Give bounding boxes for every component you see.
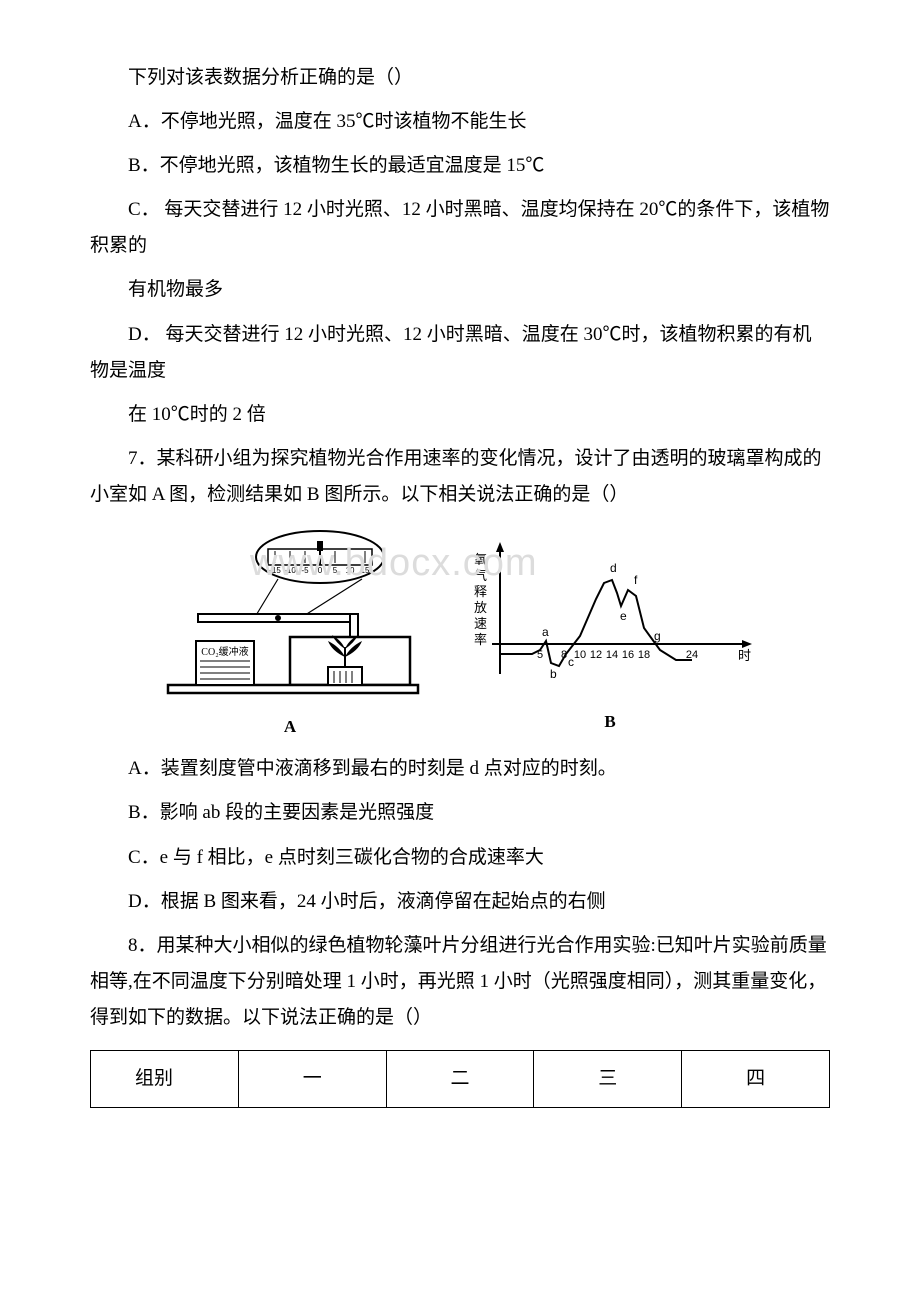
svg-text:a: a (542, 625, 549, 639)
svg-text:放: 放 (474, 600, 487, 615)
row-label-cell: 组别 (91, 1050, 239, 1107)
table-cell: 二 (386, 1050, 534, 1107)
table-cell: 四 (682, 1050, 830, 1107)
figure-b-label: B (460, 706, 760, 738)
svg-text:0: 0 (318, 566, 323, 575)
oxygen-release-chart-icon: 氧 气 释 放 速 率 5 8 (460, 534, 760, 704)
question-7: 7．某科研小组为探究植物光合作用速率的变化情况，设计了由透明的玻璃罩构成的小室如… (90, 441, 830, 513)
question-8: 8．用某种大小相似的绿色植物轮藻叶片分组进行光合作用实验:已知叶片实验前质量相等… (90, 928, 830, 1036)
svg-text:氧: 氧 (474, 552, 487, 567)
svg-text:释: 释 (474, 584, 487, 599)
data-table: 组别 一 二 三 四 (90, 1050, 830, 1108)
opt-c-line1: C． 每天交替进行 12 小时光照、12 小时黑暗、温度均保持在 20℃的条件下… (90, 192, 830, 264)
svg-text:-15: -15 (269, 566, 281, 575)
svg-text:-5: -5 (301, 566, 309, 575)
svg-text:10: 10 (346, 566, 355, 575)
table-cell: 三 (534, 1050, 682, 1107)
svg-text:5: 5 (333, 566, 338, 575)
q7-opt-a: A．装置刻度管中液滴移到最右的时刻是 d 点对应的时刻。 (90, 751, 830, 787)
svg-text:f: f (634, 573, 638, 587)
q7-opt-d: D．根据 B 图来看，24 小时后，液滴停留在起始点的右侧 (90, 884, 830, 920)
svg-text:16: 16 (622, 649, 634, 661)
svg-text:气: 气 (474, 568, 487, 583)
opt-b: B．不停地光照，该植物生长的最适宜温度是 15℃ (90, 148, 830, 184)
svg-text:e: e (620, 609, 627, 623)
opt-c-line2: 有机物最多 (90, 272, 830, 308)
svg-text:-10: -10 (284, 566, 296, 575)
apparatus-diagram-icon: -15 -10 -5 0 5 10 15 (160, 529, 420, 709)
svg-text:g: g (654, 629, 661, 643)
table-cell: 一 (238, 1050, 386, 1107)
svg-text:率: 率 (474, 632, 487, 647)
svg-text:c: c (568, 655, 574, 669)
svg-text:d: d (610, 561, 617, 575)
svg-text:速: 速 (474, 616, 487, 631)
figure-a-label: A (160, 711, 420, 743)
question-intro: 下列对该表数据分析正确的是（） (90, 60, 830, 96)
opt-d-line1: D． 每天交替进行 12 小时光照、12 小时黑暗、温度在 30℃时，该植物积累… (90, 317, 830, 389)
svg-text:14: 14 (606, 649, 618, 661)
svg-text:10: 10 (574, 649, 586, 661)
opt-a: A．不停地光照，温度在 35℃时该植物不能生长 (90, 104, 830, 140)
svg-text:15: 15 (361, 566, 370, 575)
q7-opt-b: B．影响 ab 段的主要因素是光照强度 (90, 795, 830, 831)
table-row: 组别 一 二 三 四 (91, 1050, 830, 1107)
co2-buffer-label: CO₂缓冲液 (201, 645, 248, 658)
figure-a: -15 -10 -5 0 5 10 15 (160, 529, 420, 743)
svg-text:18: 18 (638, 649, 650, 661)
q7-opt-c: C．e 与 f 相比，e 点时刻三碳化合物的合成速率大 (90, 840, 830, 876)
x-axis-label: 时 (738, 648, 751, 663)
svg-text:12: 12 (590, 649, 602, 661)
figure-row: -15 -10 -5 0 5 10 15 (90, 529, 830, 743)
svg-text:b: b (550, 667, 557, 681)
opt-d-line2: 在 10℃时的 2 倍 (90, 397, 830, 433)
figure-b: 氧 气 释 放 速 率 5 8 (460, 534, 760, 738)
